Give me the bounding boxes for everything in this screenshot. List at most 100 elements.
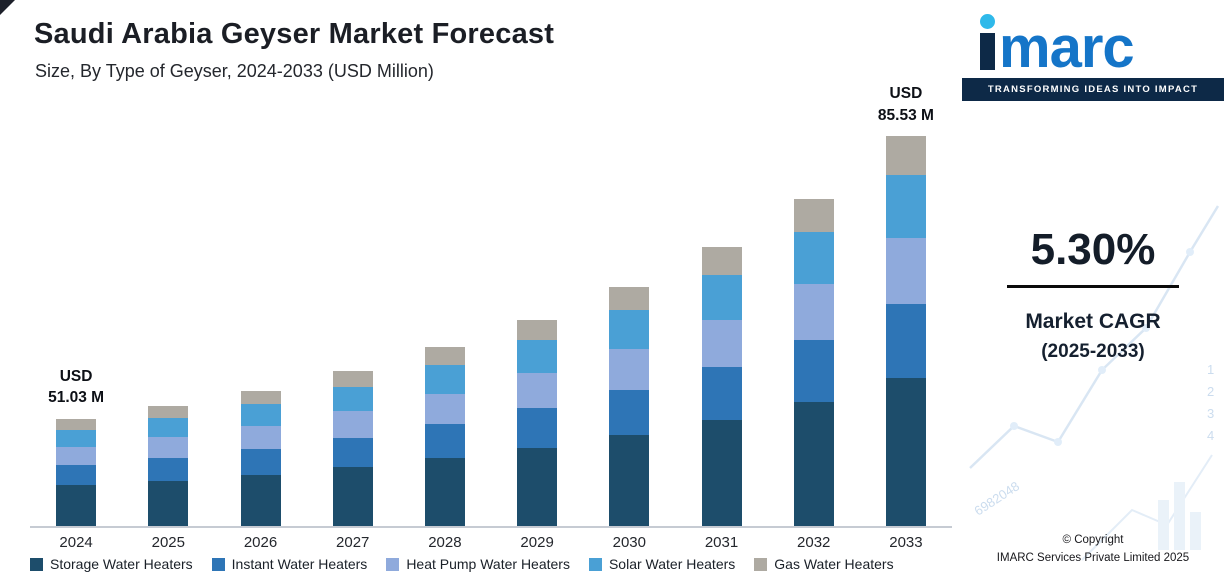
chart-section: Saudi Arabia Geyser Market Forecast Size…	[0, 0, 952, 572]
bar-segment	[517, 340, 558, 374]
x-tick-2029: 2029	[520, 534, 554, 551]
bar-segment	[148, 437, 189, 458]
bar-segment	[332, 386, 373, 412]
bar-segment	[56, 429, 97, 447]
legend-item: Storage Water Heaters	[30, 556, 193, 572]
bar-segment	[424, 458, 465, 526]
chart-title: Saudi Arabia Geyser Market Forecast	[34, 18, 555, 50]
imarc-logo: marc	[962, 0, 1224, 78]
x-tick-2030: 2030	[612, 534, 646, 551]
watermark-code: 6982048	[971, 478, 1022, 518]
bar-segment	[424, 393, 465, 425]
bar-segment	[332, 467, 373, 526]
bar-segment	[885, 237, 926, 304]
bar-segment	[517, 373, 558, 409]
bar-segment	[240, 425, 281, 449]
bar-segment	[148, 418, 189, 438]
bar-group-2032	[768, 118, 860, 526]
watermark-number: 3	[1207, 406, 1214, 421]
bar-group-2026	[214, 118, 306, 526]
bar-segment	[56, 419, 97, 430]
corner-accent	[0, 0, 15, 15]
bar-segment	[793, 231, 834, 285]
legend-swatch	[754, 557, 768, 571]
bar-segment	[424, 346, 465, 365]
bar-segment	[332, 437, 373, 468]
bar-segment	[793, 339, 834, 402]
bar-segment	[332, 411, 373, 438]
bar-segment	[701, 275, 742, 320]
bar-2030	[609, 286, 650, 526]
bar-group-2024: USD 51.03 M	[30, 118, 122, 526]
bar-group-2029	[491, 118, 583, 526]
bar-segment	[517, 319, 558, 341]
bar-segment	[424, 424, 465, 459]
bar-value-label-2033: USD 85.53 M	[877, 84, 934, 124]
watermark-number: 2	[1207, 384, 1214, 399]
x-tick-2027: 2027	[336, 534, 370, 551]
bar-segment	[609, 435, 650, 526]
legend-label: Instant Water Heaters	[231, 556, 368, 572]
legend-item: Solar Water Heaters	[588, 556, 735, 572]
cagr-label: Market CAGR	[1025, 310, 1161, 333]
legend-item: Gas Water Heaters	[754, 556, 894, 572]
bar-2032	[793, 198, 834, 526]
bar-group-2030	[583, 118, 675, 526]
bar-group-2025	[122, 118, 214, 526]
copyright-line2: IMARC Services Private Limited 2025	[996, 552, 1190, 565]
legend-item: Instant Water Heaters	[211, 556, 368, 572]
bar-segment	[517, 447, 558, 526]
x-tick-2031: 2031	[704, 534, 739, 551]
x-axis-labels: 2024 2025 2026 2027 2028 2029 2030 2031 2032 2033	[30, 534, 952, 551]
bar-2027	[332, 371, 373, 526]
bar-group-2033: USD 85.53 M	[860, 85, 952, 526]
bar-2024	[56, 419, 97, 526]
bar-segment	[885, 303, 926, 378]
plot-area: USD 51.03 M USD 85.53 M	[30, 85, 952, 528]
bar-group-2031	[675, 118, 767, 526]
bar-segment	[793, 284, 834, 340]
legend-swatch	[588, 557, 602, 571]
bar-segment	[793, 198, 834, 232]
bar-segment	[240, 404, 281, 426]
legend-label: Heat Pump Water Heaters	[406, 556, 570, 572]
bar-segment	[424, 364, 465, 394]
watermark-number: 4	[1207, 428, 1214, 443]
logo-text: marc	[999, 14, 1135, 80]
bar-segment	[517, 408, 558, 448]
legend: Storage Water Heaters Instant Water Heate…	[30, 556, 894, 572]
bar-segment	[240, 448, 281, 475]
watermark-bar	[1190, 512, 1201, 550]
bar-segment	[885, 175, 926, 238]
bar-segment	[56, 465, 97, 486]
logo-tagline: TRANSFORMING IDEAS INTO IMPACT	[962, 78, 1224, 101]
legend-label: Gas Water Heaters	[774, 556, 894, 572]
bar-segment	[148, 480, 189, 526]
bar-segment	[609, 348, 650, 390]
bar-2028	[424, 346, 465, 526]
watermark-bar	[1158, 500, 1169, 550]
bar-segment	[240, 390, 281, 405]
x-tick-2033: 2033	[889, 534, 923, 551]
logo-stem	[980, 33, 995, 70]
bar-2026	[240, 390, 281, 526]
bar-segment	[793, 401, 834, 526]
bar-value-label-2024: USD 51.03 M	[48, 367, 105, 407]
copyright: © Copyright IMARC Services Private Limit…	[962, 532, 1224, 568]
bar-segment	[240, 474, 281, 526]
legend-swatch	[211, 557, 225, 571]
cagr-period: (2025-2033)	[1041, 341, 1145, 362]
bar-segment	[701, 319, 742, 367]
bar-segment	[148, 457, 189, 481]
bar-group-2028	[399, 118, 491, 526]
cagr-value: 5.30%	[1030, 225, 1156, 274]
logo-letter-i	[980, 14, 995, 70]
x-tick-2026: 2026	[243, 534, 278, 551]
bar-2029	[517, 319, 558, 526]
bar-2033	[885, 136, 926, 526]
bar-segment	[332, 371, 373, 387]
bar-segment	[609, 310, 650, 349]
legend-item: Heat Pump Water Heaters	[386, 556, 570, 572]
bar-segment	[701, 247, 742, 276]
